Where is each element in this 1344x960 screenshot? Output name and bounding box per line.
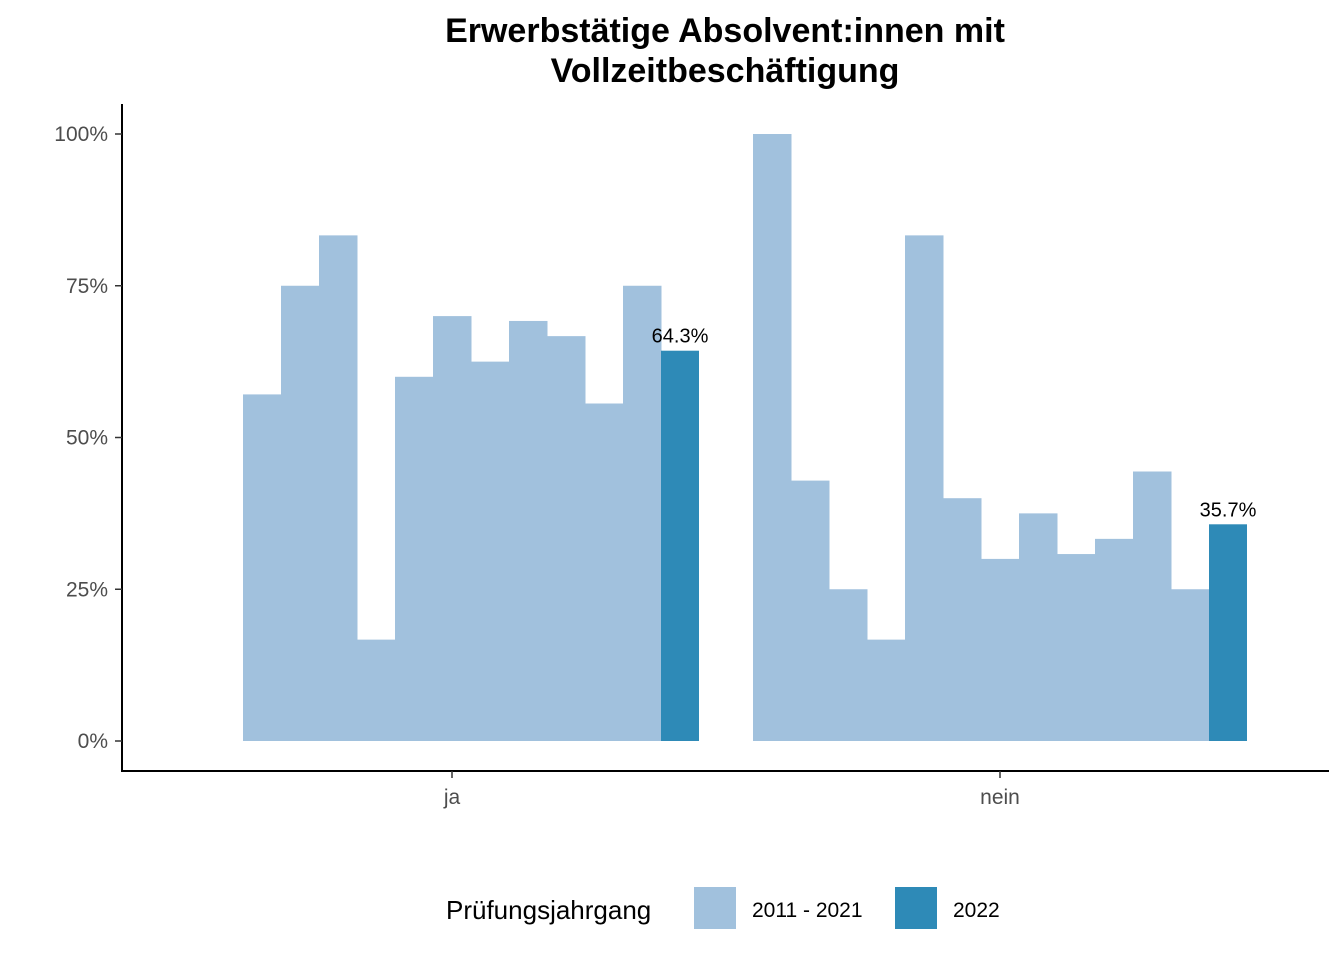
bar-ja-history-1 bbox=[243, 394, 282, 741]
bar-nein-history-12 bbox=[1171, 589, 1210, 741]
x-tick-label-nein: nein bbox=[980, 786, 1020, 809]
data-label-nein-current: 35.7% bbox=[1200, 499, 1257, 521]
bar-ja-history-8 bbox=[509, 320, 548, 741]
legend-title: Prüfungsjahrgang bbox=[446, 895, 651, 925]
bar-ja-history-4 bbox=[357, 639, 396, 741]
chart-title-line-1: Erwerbstätige Absolvent:innen mit bbox=[445, 12, 1005, 50]
legend-label-2022: 2022 bbox=[953, 899, 1000, 922]
bar-nein-history-10 bbox=[1095, 538, 1134, 741]
bar-ja-history-2 bbox=[281, 285, 320, 741]
bar-ja-history-9 bbox=[547, 336, 586, 741]
bar-nein-history-9 bbox=[1057, 554, 1096, 741]
bar-ja-current bbox=[661, 350, 699, 741]
x-tick-label-ja: ja bbox=[443, 786, 461, 809]
legend-swatch-2011-2021 bbox=[694, 887, 736, 929]
bar-nein-history-1 bbox=[753, 134, 792, 741]
y-tick-label-50: 50% bbox=[66, 427, 108, 450]
bar-ja-history-11 bbox=[623, 285, 662, 741]
y-axis-ticks: 0% 25% 50% 75% 100% bbox=[54, 123, 122, 753]
bar-nein-history-4 bbox=[867, 639, 906, 741]
y-tick-label-75: 75% bbox=[66, 275, 108, 298]
bar-ja-history-3 bbox=[319, 235, 358, 741]
y-tick-label-0: 0% bbox=[78, 730, 108, 753]
bar-ja-history-7 bbox=[471, 361, 510, 741]
bar-nein-history-8 bbox=[1019, 513, 1058, 741]
bar-nein-history-11 bbox=[1133, 471, 1172, 741]
bar-nein-history-6 bbox=[943, 498, 982, 741]
bar-nein-history-2 bbox=[791, 480, 830, 741]
chart-title-line-2: Vollzeitbeschäftigung bbox=[551, 52, 900, 90]
data-label-ja-current: 64.3% bbox=[652, 326, 709, 348]
bar-nein-history-3 bbox=[829, 589, 868, 741]
y-tick-label-25: 25% bbox=[66, 578, 108, 601]
bar-nein-history-7 bbox=[981, 558, 1020, 741]
x-axis-ticks: ja nein bbox=[443, 771, 1020, 809]
legend-swatch-2022 bbox=[895, 887, 937, 929]
bar-nein-history-5 bbox=[905, 235, 944, 741]
legend: Prüfungsjahrgang 2011 - 2021 2022 bbox=[446, 887, 1000, 929]
bar-ja-history-5 bbox=[395, 376, 434, 741]
bar-nein-current bbox=[1209, 524, 1247, 741]
data-labels-layer: 64.3% 35.7% bbox=[652, 326, 1257, 522]
bar-ja-history-6 bbox=[433, 316, 472, 741]
bar-ja-history-10 bbox=[585, 403, 624, 741]
legend-label-2011-2021: 2011 - 2021 bbox=[752, 899, 863, 922]
y-tick-label-100: 100% bbox=[54, 123, 108, 146]
bars-layer bbox=[243, 134, 1247, 741]
